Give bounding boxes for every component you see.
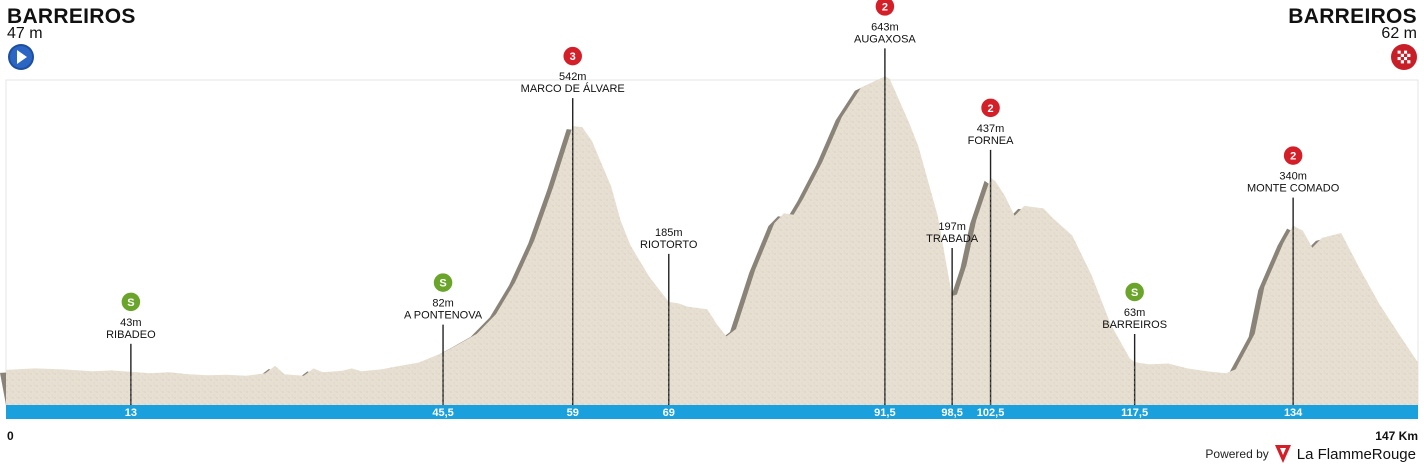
- checker-square: [1404, 50, 1408, 54]
- powered-by: Powered by La FlammeRouge: [1205, 445, 1416, 463]
- finish-city: BARREIROS: [1288, 5, 1417, 28]
- checker-square: [1400, 57, 1404, 61]
- waypoint-altitude: 542m: [559, 71, 587, 83]
- brand-name: La FlammeRouge: [1296, 445, 1416, 463]
- sprint-icon: [120, 291, 142, 313]
- checker-square: [1407, 57, 1411, 61]
- waypoint-badge: S: [127, 297, 134, 309]
- climb-category-icon: [874, 0, 896, 18]
- waypoint-km: 134: [1284, 407, 1303, 419]
- waypoint-altitude: 437m: [977, 123, 1005, 135]
- start-city: BARREIROS: [7, 5, 136, 28]
- sprint-icon: [1123, 281, 1146, 303]
- checker-square: [1397, 53, 1401, 57]
- waypoint-badge: S: [439, 278, 446, 290]
- waypoint-km: 98,5: [941, 407, 962, 419]
- waypoint-km: 91,5: [874, 407, 895, 419]
- checker-square: [1397, 50, 1401, 54]
- waypoint-km: 59: [567, 407, 579, 419]
- checker-square: [1407, 53, 1411, 57]
- sprint-icon: [432, 271, 454, 294]
- checker-square: [1407, 60, 1411, 64]
- start-altitude: 47 m: [7, 25, 43, 42]
- km-end-label: 147 Km: [1375, 429, 1418, 443]
- waypoint-name: BARREIROS: [1102, 319, 1167, 331]
- checker-square: [1404, 57, 1408, 61]
- flamme-rouge-icon: [1274, 445, 1291, 463]
- waypoint-badge: 2: [1290, 151, 1296, 163]
- waypoint-km: 13: [125, 407, 137, 419]
- waypoint-badge: 2: [882, 1, 888, 13]
- waypoint-altitude: 643m: [871, 21, 899, 33]
- waypoint-badge: 2: [987, 103, 993, 115]
- powered-by-label: Powered by: [1205, 447, 1269, 461]
- finish-altitude: 62 m: [1381, 25, 1417, 42]
- climb-category-icon: [561, 45, 584, 67]
- waypoint-name: MARCO DE ÁLVARE: [521, 82, 625, 95]
- climb-category-icon: [979, 97, 1002, 119]
- terrain-fill: [6, 76, 1418, 406]
- checker-square: [1397, 60, 1401, 64]
- waypoint-altitude: 340m: [1279, 171, 1307, 183]
- km-start-label: 0: [7, 429, 14, 443]
- waypoint-altitude: 197m: [938, 221, 966, 233]
- checker-square: [1407, 50, 1411, 54]
- checker-square: [1404, 53, 1408, 57]
- waypoint-name: MONTE COMADO: [1247, 183, 1340, 195]
- checker-square: [1400, 60, 1404, 64]
- waypoint-name: TRABADA: [926, 233, 979, 245]
- waypoint-name: RIOTORTO: [640, 239, 698, 251]
- waypoint-badge: S: [1131, 287, 1138, 299]
- waypoint-km: 117,5: [1121, 407, 1148, 419]
- waypoint-km: 69: [663, 407, 675, 419]
- waypoint-altitude: 82m: [432, 298, 453, 310]
- km-bar: [6, 405, 1418, 419]
- waypoint-name: AUGAXOSA: [854, 33, 916, 45]
- checker-square: [1397, 57, 1401, 61]
- climb-category-icon: [1282, 144, 1304, 167]
- waypoint-altitude: 63m: [1124, 307, 1145, 319]
- waypoint-altitude: 43m: [120, 317, 141, 329]
- checkered-flag-icon: [1391, 44, 1417, 70]
- checker-square: [1400, 53, 1404, 57]
- waypoint-name: FORNEA: [968, 135, 1015, 147]
- waypoint-badge: 3: [570, 51, 576, 63]
- play-icon: [8, 44, 34, 70]
- waypoint-km: 45,5: [432, 407, 453, 419]
- waypoint-name: A PONTENOVA: [404, 310, 483, 322]
- checker-square: [1400, 50, 1404, 54]
- waypoint-km: 102,5: [977, 407, 1005, 419]
- waypoint-altitude: 185m: [655, 227, 683, 239]
- waypoint-name: RIBADEO: [106, 329, 156, 341]
- checker-square: [1404, 60, 1408, 64]
